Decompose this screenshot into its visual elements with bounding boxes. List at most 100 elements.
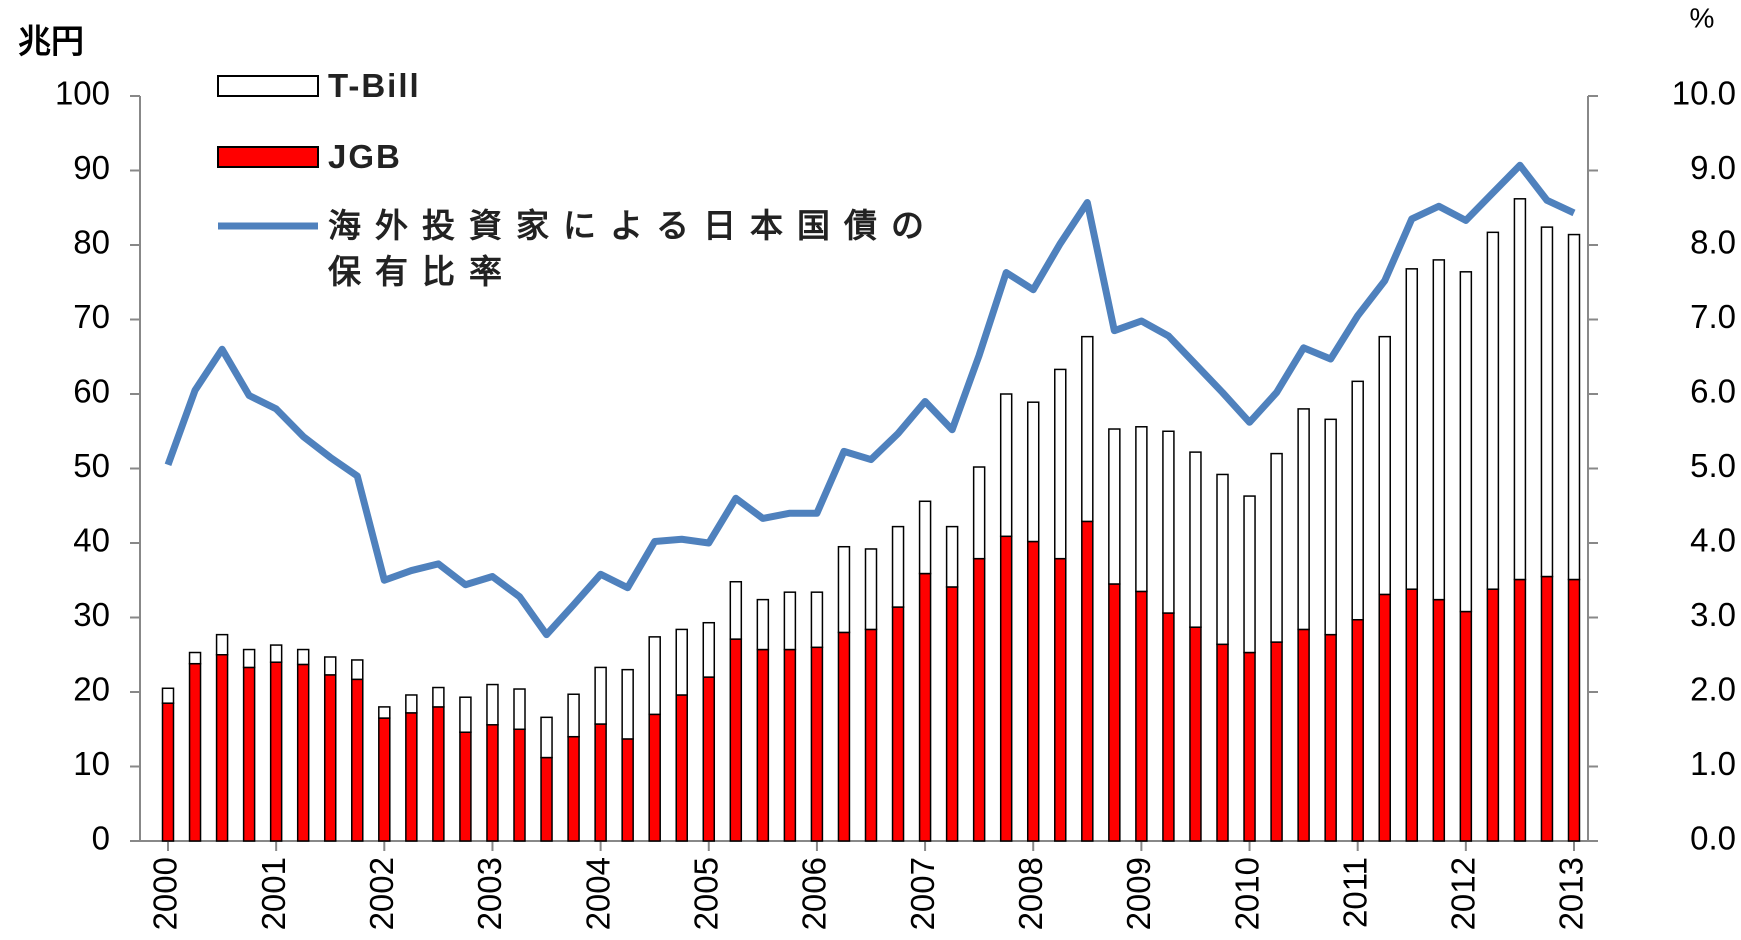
bar [378,717,391,842]
bar [1054,368,1067,560]
y-tick-label: 90 [73,149,110,186]
bar [323,656,337,676]
bar [783,648,797,842]
bar [513,728,526,842]
bar [540,716,553,759]
y2-tick-label: 9.0 [1690,149,1736,186]
y-tick-label: 30 [73,596,110,633]
bar [729,580,743,640]
x-tick-label: 2005 [687,857,724,930]
legend-label: 海外投資家による日本国債の保有比率 [328,207,939,290]
bar [1270,452,1283,643]
bar [188,662,202,842]
bar [1081,520,1094,842]
x-tick-label: 2011 [1336,857,1373,928]
x-tick-label: 2009 [1120,857,1157,930]
bar [1540,575,1554,842]
bar [972,466,986,560]
bar [621,668,634,740]
y-axis-label: 兆円 [18,23,84,60]
bar [1405,588,1419,842]
x-tick-label: 2006 [796,857,833,930]
bar [1108,428,1121,585]
legend-label: JGB [328,138,402,175]
bar [945,525,959,588]
x-tick-label: 2002 [363,857,400,930]
bar [1243,651,1256,842]
bar [621,738,634,842]
bar [945,586,959,842]
bar [837,545,851,634]
y2-tick-label: 4.0 [1690,522,1736,559]
bar [459,696,472,733]
bar [1378,593,1391,842]
bar [1081,335,1094,523]
y-tick-label: 70 [73,298,110,335]
bar [188,651,202,665]
y-tick-label: 10 [73,745,110,782]
bar [1324,418,1337,636]
bar [351,659,364,681]
x-tick-label: 2003 [471,857,508,930]
x-tick-label: 2004 [579,857,616,930]
bar [756,648,770,842]
bar [432,706,445,842]
bar [1216,473,1229,646]
bar [837,631,851,842]
bar [891,606,905,842]
bar [215,654,229,842]
bar [810,646,824,842]
bar [296,663,310,842]
x-tick-label: 2008 [1012,857,1049,930]
bar [675,628,688,696]
bar [323,674,337,842]
bar [242,666,256,842]
legend-swatch [217,75,319,97]
y2-tick-label: 6.0 [1690,373,1736,410]
bar [1351,380,1364,621]
bar [1459,610,1473,842]
bar [756,598,770,651]
bar [729,638,743,842]
bar [296,648,310,666]
bar [648,636,661,716]
bar [1324,633,1337,842]
y2-axis-label: % [1690,2,1715,33]
bar [161,702,175,842]
bar [1405,268,1419,590]
y2-tick-label: 1.0 [1690,745,1736,782]
bar [1567,233,1581,581]
y-tick-label: 0 [92,820,110,857]
bar [1351,618,1364,842]
bar [1243,495,1256,654]
x-tick-label: 2000 [147,857,184,930]
bar [1297,408,1310,631]
bar [269,644,283,663]
y-tick-label: 60 [73,373,110,410]
bar [215,633,229,656]
y2-tick-label: 2.0 [1690,671,1736,708]
bar [1513,578,1527,842]
bar [1189,626,1202,842]
bar [567,735,580,842]
x-tick-label: 2013 [1553,857,1590,930]
bar [161,687,175,704]
bar [1378,335,1391,596]
x-tick-label: 2001 [255,857,292,930]
y-tick-label: 50 [73,447,110,484]
bar [702,676,716,842]
bar [1540,226,1554,578]
bar [269,661,283,842]
bar [972,557,986,842]
bar [459,731,472,842]
y-tick-label: 20 [73,671,110,708]
bar [1459,271,1473,613]
bar [1432,598,1446,842]
y-tick-label: 40 [73,522,110,559]
bar [1108,583,1121,842]
x-tick-label: 2007 [904,857,941,930]
legend-swatch [217,146,319,168]
bar [648,713,661,842]
bar [513,688,526,731]
